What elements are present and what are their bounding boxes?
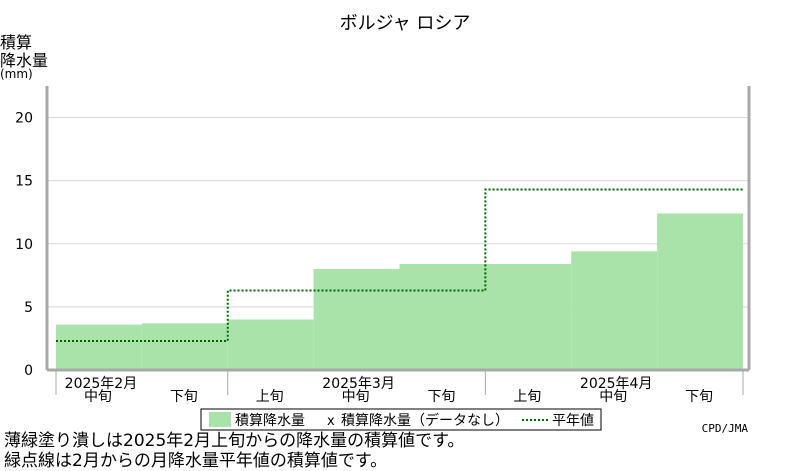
dekad-label-4: 下旬 bbox=[427, 389, 455, 405]
y-tick-0: 0 bbox=[24, 363, 33, 379]
plot-frame bbox=[45, 86, 751, 395]
month-label-1: 2025年3月 bbox=[322, 376, 395, 392]
dekad-label-0: 中旬 bbox=[84, 389, 112, 405]
area-step-2 bbox=[227, 319, 314, 370]
y-tick-20: 20 bbox=[15, 111, 33, 127]
y-tick-15: 15 bbox=[15, 174, 33, 190]
month-label-0: 2025年2月 bbox=[65, 376, 138, 392]
dekad-label-1: 下旬 bbox=[170, 389, 198, 405]
legend-frame bbox=[200, 408, 602, 431]
legend-label-nodata: 積算降水量（データなし） bbox=[341, 412, 509, 429]
y-tick-labels: 0 5 10 15 20 bbox=[15, 111, 33, 379]
area-step-5 bbox=[571, 251, 658, 370]
legend-swatch-area bbox=[209, 412, 231, 427]
area-step-0 bbox=[56, 324, 142, 370]
credit-label: CPD/JMA bbox=[702, 422, 749, 435]
dekad-label-5: 上旬 bbox=[513, 389, 541, 405]
dekad-label-3: 中旬 bbox=[342, 389, 370, 405]
chart-title: ボルジャ ロシア bbox=[340, 13, 471, 34]
area-step-3 bbox=[313, 269, 400, 370]
legend-label-area: 積算降水量 bbox=[235, 413, 305, 429]
legend-label-normal: 平年値 bbox=[552, 413, 594, 429]
dekad-label-2: 上旬 bbox=[256, 389, 284, 405]
x-category-labels: 中旬 下旬 上旬 中旬 下旬 上旬 中旬 下旬 2025年2月 2025年3月 2025年4月 bbox=[65, 376, 713, 405]
legend: 積算降水量 x 積算降水量（データなし） 平年値 bbox=[200, 408, 602, 431]
y-axis-label-line2: 降水量 bbox=[0, 51, 48, 70]
month-label-2: 2025年4月 bbox=[580, 376, 653, 392]
y-axis-label-line3: (mm) bbox=[0, 67, 33, 81]
area-step-1 bbox=[141, 323, 228, 370]
note-line-2: 緑点線は2月からの月降水量平年値の積算値です。 bbox=[4, 451, 388, 471]
y-tick-10: 10 bbox=[15, 237, 33, 253]
dekad-label-7: 下旬 bbox=[685, 389, 713, 405]
area-step-6 bbox=[657, 213, 743, 370]
dekad-label-6: 中旬 bbox=[599, 389, 627, 405]
y-tick-5: 5 bbox=[24, 300, 33, 316]
note-line-1: 薄緑塗り潰しは2025年2月上旬からの降水量の積算値です。 bbox=[4, 431, 465, 451]
legend-marker-x: x bbox=[327, 414, 335, 429]
y-axis-label-line1: 積算 bbox=[0, 33, 32, 52]
accumulated-precip-area bbox=[56, 213, 743, 370]
area-step-4 bbox=[399, 263, 572, 370]
